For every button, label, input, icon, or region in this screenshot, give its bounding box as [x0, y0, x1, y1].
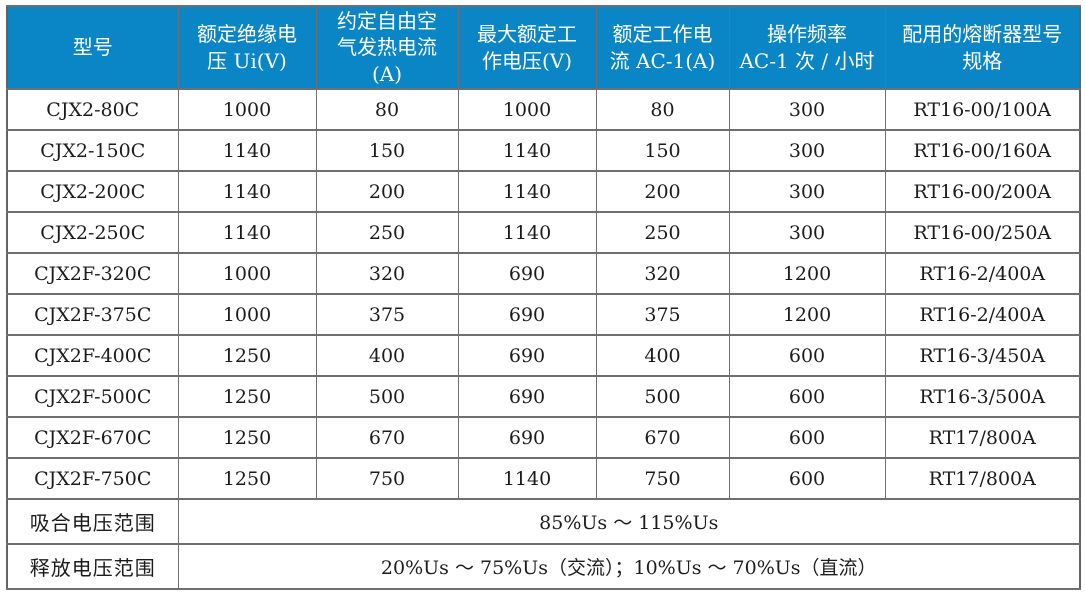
pickup-voltage-range-row: 吸合电压范围 85%Us ～ 115%Us — [6, 498, 1081, 545]
value-cell: 600 — [728, 416, 886, 459]
value-cell: 1140 — [177, 129, 317, 172]
model-cell: CJX2F-500C — [6, 375, 179, 418]
model-cell: CJX2-150C — [6, 129, 179, 172]
value-cell: 1250 — [177, 416, 317, 459]
value-cell: 320 — [315, 252, 459, 295]
table-row: CJX2F-500C 1250 500 690 500 600 RT16-3/5… — [6, 375, 1081, 418]
model-cell: CJX2-200C — [6, 170, 179, 213]
value-cell: 150 — [595, 129, 730, 172]
model-cell: CJX2F-670C — [6, 416, 179, 459]
value-cell: 1140 — [457, 170, 597, 213]
value-cell: 750 — [595, 457, 730, 500]
value-cell: 670 — [315, 416, 459, 459]
value-cell: 600 — [728, 457, 886, 500]
model-cell: CJX2F-320C — [6, 252, 179, 295]
value-cell: 300 — [728, 211, 886, 254]
value-cell: 690 — [457, 334, 597, 377]
value-cell: 1140 — [177, 170, 317, 213]
value-cell: 80 — [315, 88, 459, 131]
value-cell: 690 — [457, 375, 597, 418]
fuse-cell: RT16-2/400A — [884, 293, 1081, 336]
table-row: CJX2F-375C 1000 375 690 375 1200 RT16-2/… — [6, 293, 1081, 336]
value-cell: 300 — [728, 129, 886, 172]
fuse-cell: RT17/800A — [884, 416, 1081, 459]
value-cell: 1140 — [457, 129, 597, 172]
model-cell: CJX2-80C — [6, 88, 179, 131]
fuse-cell: RT16-00/250A — [884, 211, 1081, 254]
value-cell: 600 — [728, 375, 886, 418]
value-cell: 300 — [728, 170, 886, 213]
value-cell: 80 — [595, 88, 730, 131]
table-row: CJX2F-750C 1250 750 1140 750 600 RT17/80… — [6, 457, 1081, 500]
fuse-cell: RT16-00/160A — [884, 129, 1081, 172]
value-cell: 1250 — [177, 334, 317, 377]
col-header-rated-working-current: 额定工作电 流 AC-1(A) — [595, 5, 730, 90]
value-cell: 1000 — [177, 88, 317, 131]
value-cell: 1250 — [177, 375, 317, 418]
value-cell: 1250 — [177, 457, 317, 500]
value-cell: 375 — [315, 293, 459, 336]
value-cell: 500 — [315, 375, 459, 418]
col-header-rated-insulation-voltage: 额定绝缘电 压 Ui(V) — [177, 5, 317, 90]
fuse-cell: RT16-00/200A — [884, 170, 1081, 213]
table-row: CJX2-250C 1140 250 1140 250 300 RT16-00/… — [6, 211, 1081, 254]
value-cell: 150 — [315, 129, 459, 172]
col-header-operating-frequency: 操作频率 AC-1 次 / 小时 — [728, 5, 886, 90]
value-cell: 1200 — [728, 293, 886, 336]
header-row: 型号 额定绝缘电 压 Ui(V) 约定自由空 气发热电流 (A) 最大额定工 作… — [6, 5, 1081, 90]
value-cell: 1140 — [457, 457, 597, 500]
table-row: CJX2-200C 1140 200 1140 200 300 RT16-00/… — [6, 170, 1081, 213]
model-cell: CJX2F-375C — [6, 293, 179, 336]
fuse-cell: RT16-00/100A — [884, 88, 1081, 131]
value-cell: 690 — [457, 416, 597, 459]
spec-table: 型号 额定绝缘电 压 Ui(V) 约定自由空 气发热电流 (A) 最大额定工 作… — [6, 5, 1081, 590]
fuse-cell: RT16-3/450A — [884, 334, 1081, 377]
row-label-cell: 释放电压范围 — [6, 543, 179, 590]
value-cell: 500 — [595, 375, 730, 418]
fuse-cell: RT17/800A — [884, 457, 1081, 500]
value-cell: 400 — [315, 334, 459, 377]
value-cell: 1000 — [457, 88, 597, 131]
col-header-conventional-thermal-current: 约定自由空 气发热电流 (A) — [315, 5, 459, 90]
model-cell: CJX2-250C — [6, 211, 179, 254]
value-cell: 690 — [457, 293, 597, 336]
table-row: CJX2F-320C 1000 320 690 320 1200 RT16-2/… — [6, 252, 1081, 295]
value-cell: 200 — [595, 170, 730, 213]
row-label-cell: 吸合电压范围 — [6, 498, 179, 545]
model-cell: CJX2F-750C — [6, 457, 179, 500]
value-cell: 375 — [595, 293, 730, 336]
table-row: CJX2-150C 1140 150 1140 150 300 RT16-00/… — [6, 129, 1081, 172]
row-value-cell: 85%Us ～ 115%Us — [177, 498, 1081, 545]
table-row: CJX2F-670C 1250 670 690 670 600 RT17/800… — [6, 416, 1081, 459]
value-cell: 750 — [315, 457, 459, 500]
value-cell: 400 — [595, 334, 730, 377]
fuse-cell: RT16-2/400A — [884, 252, 1081, 295]
model-cell: CJX2F-400C — [6, 334, 179, 377]
col-header-model: 型号 — [6, 5, 179, 90]
value-cell: 1000 — [177, 252, 317, 295]
value-cell: 200 — [315, 170, 459, 213]
value-cell: 250 — [595, 211, 730, 254]
value-cell: 1000 — [177, 293, 317, 336]
value-cell: 690 — [457, 252, 597, 295]
row-value-cell: 20%Us ～ 75%Us（交流）；10%Us ～ 70%Us（直流） — [177, 543, 1081, 590]
col-header-fuse-spec: 配用的熔断器型号 规格 — [884, 5, 1081, 90]
value-cell: 250 — [315, 211, 459, 254]
col-header-max-working-voltage: 最大额定工 作电压(V) — [457, 5, 597, 90]
fuse-cell: RT16-3/500A — [884, 375, 1081, 418]
value-cell: 1200 — [728, 252, 886, 295]
release-voltage-range-row: 释放电压范围 20%Us ～ 75%Us（交流）；10%Us ～ 70%Us（直… — [6, 543, 1081, 590]
table-row: CJX2-80C 1000 80 1000 80 300 RT16-00/100… — [6, 88, 1081, 131]
value-cell: 600 — [728, 334, 886, 377]
value-cell: 300 — [728, 88, 886, 131]
value-cell: 1140 — [177, 211, 317, 254]
value-cell: 670 — [595, 416, 730, 459]
value-cell: 1140 — [457, 211, 597, 254]
table-row: CJX2F-400C 1250 400 690 400 600 RT16-3/4… — [6, 334, 1081, 377]
value-cell: 320 — [595, 252, 730, 295]
